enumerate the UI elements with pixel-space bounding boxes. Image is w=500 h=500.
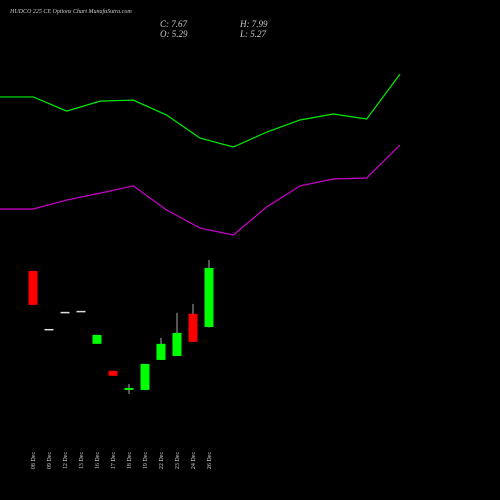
x-tick-label: 23 Dec — [175, 452, 181, 469]
candle-body — [172, 332, 182, 356]
x-tick-label: 16 Dec — [95, 452, 101, 469]
candle-body — [188, 313, 198, 342]
header-high: H: 7.99 — [239, 19, 268, 29]
x-tick-label: 12 Dec — [63, 452, 69, 469]
candle-body — [156, 343, 166, 360]
candle-body — [108, 370, 118, 376]
candle-body — [92, 334, 102, 344]
header-close: C: 7.67 — [160, 19, 188, 29]
header-low: L: 5.27 — [239, 29, 267, 39]
candle-body — [60, 311, 70, 314]
x-tick-label: 26 Dec — [207, 452, 213, 469]
indicator-line — [0, 144, 401, 236]
indicator-line — [0, 73, 401, 148]
x-tick-label: 08 Dec — [31, 452, 37, 469]
candle-body — [28, 270, 38, 305]
x-tick-label: 19 Dec — [143, 452, 149, 469]
x-tick-label: 13 Dec — [79, 452, 85, 469]
x-tick-label: 17 Dec — [111, 452, 117, 469]
chart-title: HUDCO 225 CE Options Chart MunafaSutra.c… — [9, 8, 132, 15]
candle-body — [124, 387, 134, 390]
x-tick-label: 22 Dec — [159, 452, 165, 469]
candle-body — [140, 363, 150, 390]
header-open: O: 5.29 — [160, 29, 188, 39]
x-tick-label: 18 Dec — [127, 452, 133, 469]
x-tick-label: 09 Dec — [47, 452, 53, 469]
candle-body — [44, 328, 54, 331]
candle-body — [76, 310, 86, 313]
x-tick-label: 24 Dec — [191, 452, 197, 469]
candle-body — [204, 267, 214, 327]
